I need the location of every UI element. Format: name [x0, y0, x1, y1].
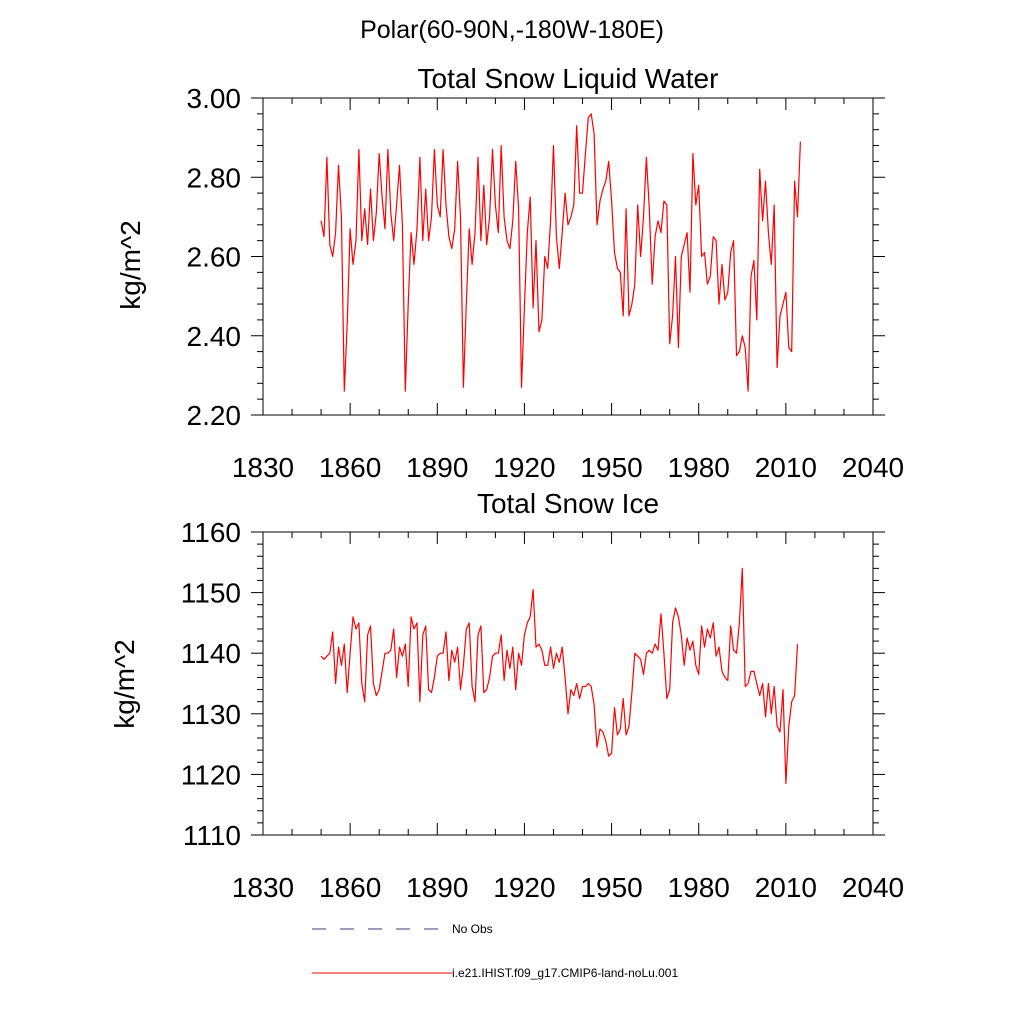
- chart-panel-snow-ice: Total Snow Ice kg/m^2 1830 1860 1890 1920 19…: [109, 488, 904, 903]
- legend-label: No Obs: [452, 922, 493, 936]
- y-tick-label: 1140: [181, 638, 241, 669]
- y-tick-label: 1130: [181, 699, 241, 730]
- x-tick-label: 1950: [580, 452, 642, 483]
- x-tick-label: 1860: [319, 452, 381, 483]
- series-line: [320, 113, 801, 392]
- chart-panel-liquid-water: Total Snow Liquid Water kg/m^2 1830 1860 1…: [115, 63, 904, 483]
- x-tick-label: 2040: [842, 452, 904, 483]
- y-tick-label: 2.20: [187, 400, 242, 431]
- y-tick-label: 1120: [181, 759, 241, 790]
- figure-suptitle: Polar(60-90N,-180W-180E): [360, 16, 664, 44]
- y-tick-label: 2.40: [187, 321, 242, 352]
- y-tick-label: 1160: [181, 517, 241, 548]
- y-tick-label: 1110: [183, 820, 241, 851]
- x-tick-label: 1920: [493, 872, 555, 903]
- y-axis-label: kg/m^2: [115, 220, 146, 309]
- x-tick-label: 1980: [668, 872, 730, 903]
- y-tick-label: 2.80: [187, 162, 242, 193]
- plot-frame: [262, 531, 874, 836]
- series-line: [320, 567, 799, 785]
- y-axis-label: kg/m^2: [109, 639, 140, 728]
- chart-title: Total Snow Liquid Water: [418, 63, 719, 94]
- y-tick-label: 1150: [181, 578, 241, 609]
- legend-label: i.e21.IHIST.f09_g17.CMIP6-land-noLu.001: [452, 966, 678, 980]
- x-tick-label: 1890: [406, 452, 468, 483]
- x-tick-label: 1950: [580, 872, 642, 903]
- y-tick-label: 2.60: [187, 242, 242, 273]
- y-tick-label: 3.00: [187, 83, 242, 114]
- x-tick-label: 1860: [319, 872, 381, 903]
- chart-title: Total Snow Ice: [477, 488, 659, 519]
- x-tick-label: 2040: [842, 872, 904, 903]
- legend: No Obs i.e21.IHIST.f09_g17.CMIP6-land-no…: [312, 922, 678, 980]
- x-tick-label: 2010: [755, 872, 817, 903]
- x-tick-label: 1890: [406, 872, 468, 903]
- x-tick-label: 1920: [493, 452, 555, 483]
- x-tick-label: 1830: [232, 872, 294, 903]
- x-tick-label: 2010: [755, 452, 817, 483]
- x-tick-label: 1980: [668, 452, 730, 483]
- x-tick-label: 1830: [232, 452, 294, 483]
